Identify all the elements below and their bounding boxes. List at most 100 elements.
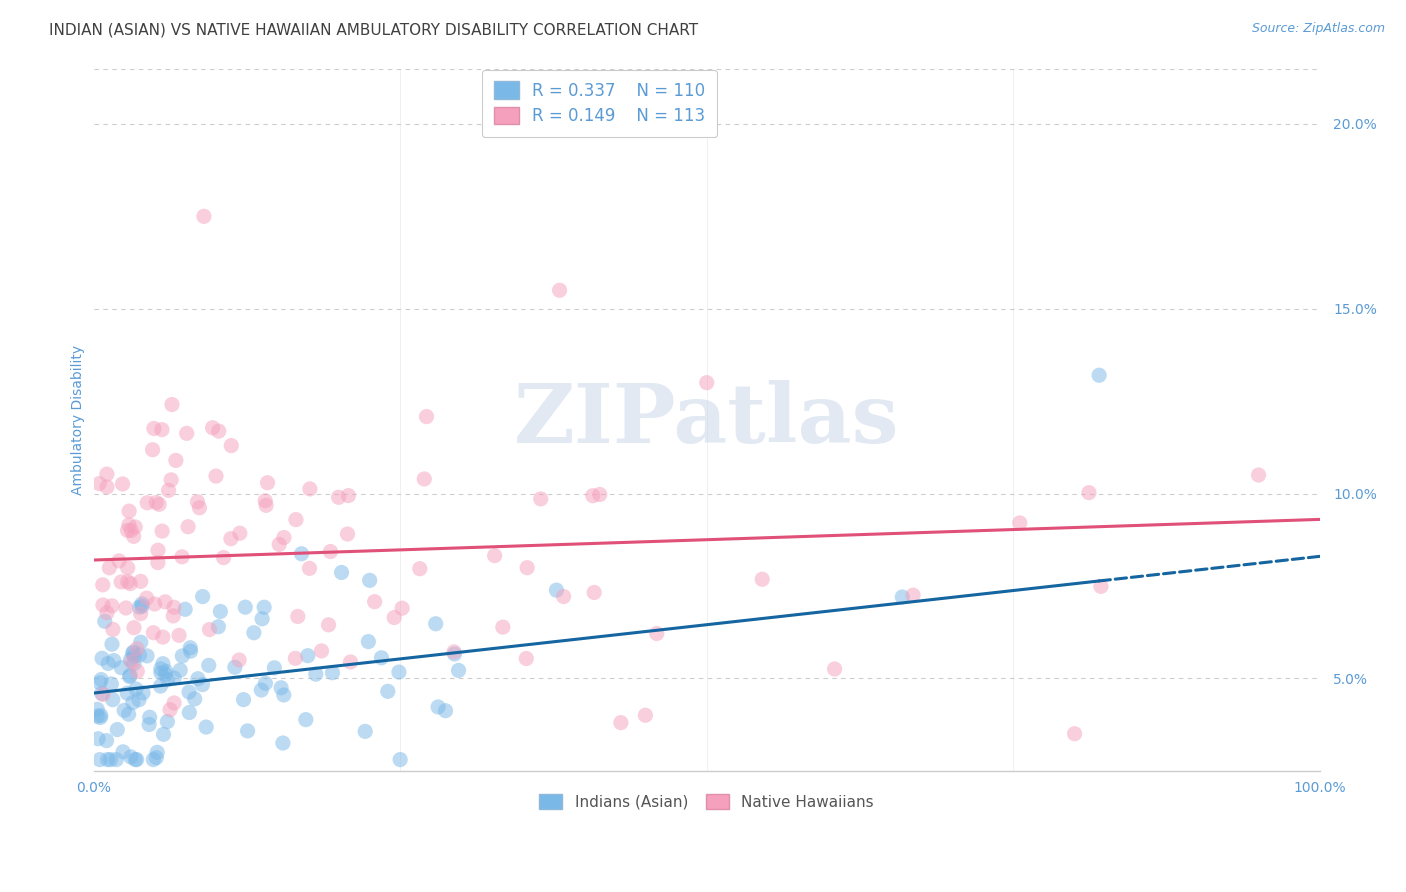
Point [273,531,295,545]
Point [271,736,294,750]
Point [229,526,252,541]
Point [148,497,170,511]
Point [336,527,359,541]
Point [243,625,266,640]
Point [120,524,142,538]
Point [179,706,201,720]
Point [645,626,668,640]
Point [163,696,186,710]
Point [149,665,172,680]
Point [824,662,846,676]
Point [901,588,924,602]
Point [121,655,143,669]
Point [120,750,142,764]
Point [269,537,291,551]
Point [100,677,122,691]
Point [96,753,118,767]
Point [427,700,450,714]
Point [117,707,139,722]
Point [339,655,361,669]
Point [163,671,186,685]
Point [447,664,470,678]
Point [179,640,201,655]
Point [110,574,132,589]
Point [117,686,139,700]
Point [254,493,277,508]
Point [94,615,117,629]
Point [413,472,436,486]
Point [96,467,118,482]
Point [219,532,242,546]
Point [530,491,553,506]
Point [610,715,633,730]
Point [388,665,411,679]
Point [89,476,111,491]
Point [425,616,447,631]
Point [110,661,132,675]
Point [170,549,193,564]
Point [409,562,432,576]
Point [91,688,114,702]
Point [207,620,229,634]
Point [91,598,114,612]
Point [122,648,145,663]
Point [1247,468,1270,483]
Point [191,677,214,691]
Point [297,648,319,663]
Point [125,753,148,767]
Point [256,475,278,490]
Point [90,708,112,723]
Point [228,653,250,667]
Point [165,453,187,467]
Point [101,637,124,651]
Point [284,651,307,665]
Point [122,621,145,635]
Point [548,283,571,297]
Point [89,710,111,724]
Point [136,496,159,510]
Point [162,608,184,623]
Point [96,480,118,494]
Point [150,524,173,538]
Point [337,489,360,503]
Point [183,691,205,706]
Point [89,753,111,767]
Point [155,667,177,681]
Point [205,469,228,483]
Point [124,520,146,534]
Point [188,500,211,515]
Point [135,591,157,606]
Point [120,653,142,667]
Point [121,646,143,660]
Point [167,628,190,642]
Point [233,600,256,615]
Point [273,688,295,702]
Point [142,442,165,457]
Point [1090,579,1112,593]
Point [263,661,285,675]
Point [142,625,165,640]
Text: ZIPatlas: ZIPatlas [515,380,900,459]
Point [174,602,197,616]
Point [1063,727,1085,741]
Point [125,681,148,696]
Point [553,590,575,604]
Point [131,597,153,611]
Point [91,651,114,665]
Point [155,665,177,679]
Point [177,519,200,533]
Point [434,704,457,718]
Point [128,600,150,615]
Point [515,651,537,665]
Point [1077,485,1099,500]
Point [131,599,153,614]
Point [129,607,152,621]
Point [128,648,150,662]
Point [232,692,254,706]
Point [583,585,606,599]
Point [270,681,292,695]
Point [101,623,124,637]
Point [187,672,209,686]
Point [132,686,155,700]
Point [160,473,183,487]
